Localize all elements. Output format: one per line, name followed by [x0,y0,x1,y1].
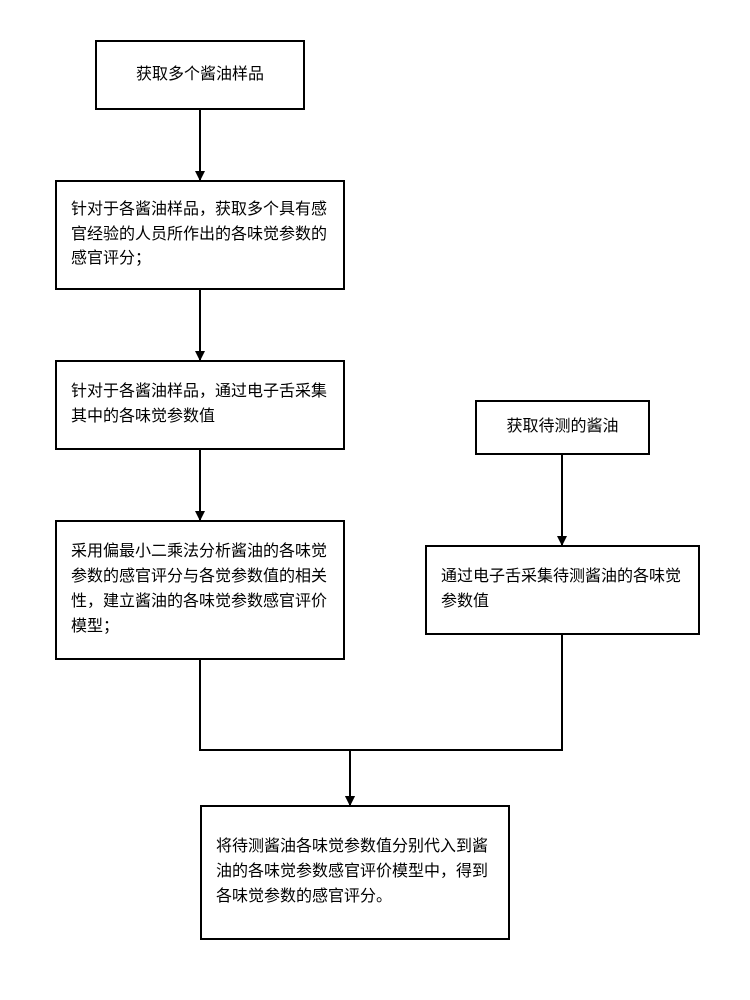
flowchart-node-n5: 获取待测的酱油 [475,400,650,455]
flowchart-node-n6: 通过电子舌采集待测酱油的各味觉参数值 [425,545,700,635]
node-label: 通过电子舌采集待测酱油的各味觉参数值 [441,565,684,615]
node-label: 将待测酱油各味觉参数值分别代入到酱油的各味觉参数感官评价模型中，得到各味觉参数的… [216,835,494,909]
node-label: 获取待测的酱油 [506,415,618,440]
node-label: 针对于各酱油样品，获取多个具有感官经验的人员所作出的各味觉参数的感官评分； [71,198,329,272]
node-label: 针对于各酱油样品，通过电子舌采集其中的各味觉参数值 [71,380,329,430]
node-label: 采用偏最小二乘法分析酱油的各味觉参数的感官评分与各觉参数值的相关性，建立酱油的各… [71,540,329,639]
flowchart-node-n2: 针对于各酱油样品，获取多个具有感官经验的人员所作出的各味觉参数的感官评分； [55,180,345,290]
flowchart-node-n3: 针对于各酱油样品，通过电子舌采集其中的各味觉参数值 [55,360,345,450]
edge-n6-n7 [350,635,562,805]
edge-n4-n7 [200,660,350,805]
flowchart-node-n1: 获取多个酱油样品 [95,40,305,110]
flowchart-node-n4: 采用偏最小二乘法分析酱油的各味觉参数的感官评分与各觉参数值的相关性，建立酱油的各… [55,520,345,660]
node-label: 获取多个酱油样品 [136,63,264,88]
flowchart-node-n7: 将待测酱油各味觉参数值分别代入到酱油的各味觉参数感官评价模型中，得到各味觉参数的… [200,805,510,940]
